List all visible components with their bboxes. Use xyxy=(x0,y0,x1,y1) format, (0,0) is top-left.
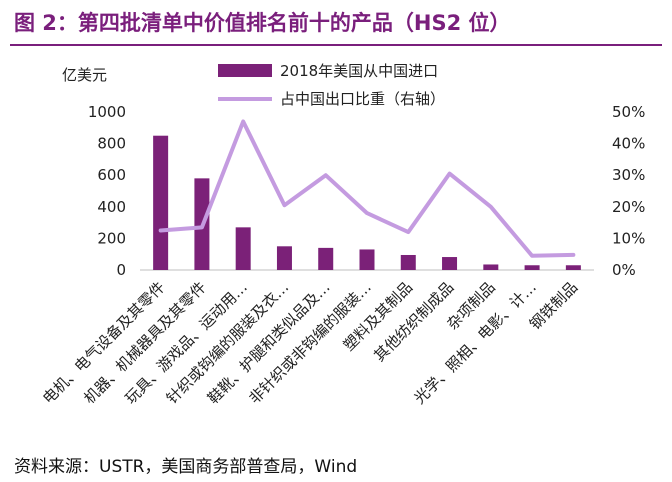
line-point xyxy=(572,254,574,256)
y-axis-left-ticks: 0 200 400 600 800 1000 xyxy=(88,103,126,279)
legend-swatch-bar xyxy=(218,64,272,77)
line-point xyxy=(242,120,244,122)
bar xyxy=(400,254,416,270)
y-tick-label: 400 xyxy=(97,198,126,216)
y-tick-label: 0 xyxy=(116,261,126,279)
bar xyxy=(153,135,169,270)
y2-tick-label: 40% xyxy=(612,135,645,153)
line-point xyxy=(325,174,327,176)
line-point xyxy=(160,230,162,231)
legend-label-bar: 2018年美国从中国进口 xyxy=(280,62,438,80)
bar xyxy=(318,247,334,270)
chart-title: 图 2：第四批清单中价值排名前十的产品（HS2 位） xyxy=(14,11,511,35)
bar xyxy=(235,227,251,270)
line-point xyxy=(490,206,492,208)
bar xyxy=(483,264,499,270)
y-tick-label: 200 xyxy=(97,229,126,247)
y2-tick-label: 0% xyxy=(612,261,636,279)
y2-tick-label: 50% xyxy=(612,103,645,121)
line-point xyxy=(531,255,533,257)
share-line xyxy=(158,119,576,258)
bar xyxy=(442,257,458,270)
legend-label-line: 占中国出口比重（右轴） xyxy=(280,90,445,108)
y-tick-label: 800 xyxy=(97,135,126,153)
y2-tick-label: 20% xyxy=(612,198,645,216)
bar xyxy=(565,265,581,270)
y2-tick-label: 10% xyxy=(612,229,645,247)
bar xyxy=(524,265,540,270)
bar xyxy=(276,246,292,270)
line-point xyxy=(407,231,409,233)
y2-tick-label: 30% xyxy=(612,166,645,184)
y-axis-right-ticks: 0% 10% 20% 30% 40% 50% xyxy=(612,103,645,279)
title-divider xyxy=(10,44,662,46)
bar xyxy=(359,249,375,270)
line-series xyxy=(158,119,576,258)
category-labels: 电机、电气设备及其零件机器、机械器具及其零件玩具、游戏品、运动用…针织或钩编的服… xyxy=(39,278,581,407)
y-axis-label: 亿美元 xyxy=(62,66,107,84)
line-point xyxy=(201,226,203,228)
line-point xyxy=(283,204,285,206)
line-point xyxy=(366,212,368,214)
bar-series xyxy=(153,135,581,270)
y-tick-label: 1000 xyxy=(88,103,126,121)
source-note: 资料来源：USTR，美国商务部普查局，Wind xyxy=(14,457,358,477)
line-point xyxy=(449,173,451,175)
y-tick-label: 600 xyxy=(97,166,126,184)
